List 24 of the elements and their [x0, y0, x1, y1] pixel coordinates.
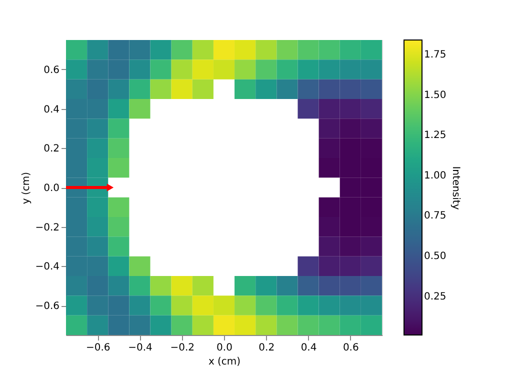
y-tick-label: 0.0	[44, 183, 60, 194]
x-tick-label: −0.6	[86, 342, 110, 354]
y-tick-label: 0.2	[44, 144, 60, 155]
color-bar-label: 1.75	[424, 50, 446, 61]
y-tick-label: 0.4	[44, 104, 60, 116]
y-tick-label: −0.4	[35, 262, 60, 273]
color-bar-label: 0.75	[424, 210, 446, 222]
x-axis-title: x (cm)	[208, 356, 241, 368]
color-bar-label: 0.25	[424, 291, 446, 302]
x-tick-label: 0.0	[216, 342, 232, 354]
x-tick-label: −0.4	[128, 342, 152, 354]
x-tick-label: −0.2	[170, 342, 195, 354]
color-bar-label: 1.25	[424, 130, 446, 142]
y-tick-label: −0.2	[35, 222, 60, 234]
y-tick-label: 0.6	[44, 65, 60, 76]
color-bar-label: 1.50	[424, 90, 446, 101]
color-bar-label: 1.00	[424, 170, 446, 182]
color-bar-label: 0.50	[424, 251, 446, 262]
y-tick-label: −0.6	[35, 301, 60, 312]
x-tick-label: 0.4	[300, 342, 317, 354]
y-axis-title: y (cm)	[21, 172, 32, 204]
x-tick-label: 0.2	[258, 342, 275, 354]
color-bar-title: Intensity	[450, 166, 461, 210]
x-tick-label: 0.6	[342, 342, 359, 354]
